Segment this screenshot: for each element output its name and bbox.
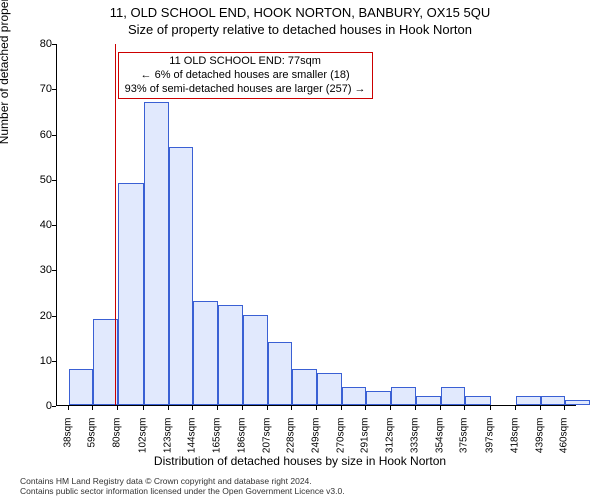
histogram-bar [366,391,391,405]
x-tick-label: 418sqm [509,418,520,458]
x-tick-mark [564,406,565,410]
x-tick-mark [192,406,193,410]
x-tick-label: 123sqm [162,418,173,458]
histogram-bar [218,305,243,405]
histogram-bar [169,147,194,405]
y-axis-label: Number of detached properties [0,0,11,144]
x-tick-label: 439sqm [534,418,545,458]
histogram-bar [541,396,566,405]
x-tick-label: 165sqm [212,418,223,458]
x-tick-mark [316,406,317,410]
x-tick-mark [117,406,118,410]
histogram-bar [243,315,268,406]
x-tick-label: 38sqm [62,418,73,458]
x-tick-label: 59sqm [87,418,98,458]
histogram-bar [268,342,293,405]
x-tick-mark [341,406,342,410]
attribution-line1: Contains HM Land Registry data © Crown c… [20,476,345,486]
y-tick-label: 80 [40,38,52,50]
histogram-bar [465,396,491,405]
x-tick-label: 312sqm [385,418,396,458]
x-tick-mark [92,406,93,410]
x-tick-mark [440,406,441,410]
x-tick-mark [143,406,144,410]
x-tick-mark [365,406,366,410]
reference-line [115,44,116,405]
histogram-bar [317,373,342,405]
y-tick-mark [52,406,56,407]
y-tick-mark [52,361,56,362]
x-tick-label: 249sqm [311,418,322,458]
y-tick-label: 50 [40,174,52,186]
x-tick-label: 186sqm [236,418,247,458]
chart-title-description: Size of property relative to detached ho… [0,22,600,37]
y-tick-mark [52,270,56,271]
histogram-bar [565,400,590,405]
chart-title-address: 11, OLD SCHOOL END, HOOK NORTON, BANBURY… [0,5,600,20]
histogram-bar [516,396,541,405]
annotation-line2: ← 6% of detached houses are smaller (18) [125,69,366,83]
x-tick-label: 333sqm [409,418,420,458]
histogram-bar [391,387,416,405]
y-tick-label: 30 [40,264,52,276]
x-tick-label: 460sqm [559,418,570,458]
y-tick-label: 20 [40,310,52,322]
x-tick-label: 375sqm [459,418,470,458]
x-tick-label: 397sqm [485,418,496,458]
x-tick-label: 80sqm [112,418,123,458]
x-tick-mark [217,406,218,410]
y-tick-label: 40 [40,219,52,231]
x-tick-label: 228sqm [286,418,297,458]
y-tick-label: 10 [40,355,52,367]
attribution-text: Contains HM Land Registry data © Crown c… [20,476,345,496]
annotation-box: 11 OLD SCHOOL END: 77sqm ← 6% of detache… [118,52,373,99]
histogram-bar [342,387,367,405]
x-tick-mark [390,406,391,410]
y-tick-mark [52,225,56,226]
y-tick-mark [52,89,56,90]
x-tick-label: 291sqm [360,418,371,458]
attribution-line2: Contains public sector information licen… [20,486,345,496]
x-tick-mark [415,406,416,410]
y-tick-mark [52,135,56,136]
x-tick-mark [267,406,268,410]
x-tick-label: 102sqm [138,418,149,458]
histogram-bar [441,387,466,405]
x-tick-label: 354sqm [434,418,445,458]
histogram-bar [118,183,144,405]
x-tick-mark [242,406,243,410]
x-tick-label: 207sqm [261,418,272,458]
x-tick-mark [515,406,516,410]
x-tick-mark [291,406,292,410]
annotation-line1: 11 OLD SCHOOL END: 77sqm [125,55,366,69]
histogram-bar [193,301,218,405]
y-tick-mark [52,316,56,317]
histogram-bar [144,102,169,405]
y-tick-mark [52,180,56,181]
x-tick-mark [168,406,169,410]
x-tick-mark [68,406,69,410]
x-tick-mark [540,406,541,410]
y-tick-label: 70 [40,83,52,95]
y-tick-mark [52,44,56,45]
histogram-bar [292,369,317,405]
x-tick-mark [490,406,491,410]
histogram-bar [416,396,441,405]
x-tick-label: 144sqm [187,418,198,458]
x-tick-label: 270sqm [335,418,346,458]
annotation-line3: 93% of semi-detached houses are larger (… [125,83,366,97]
histogram-bar [69,369,94,405]
y-tick-label: 60 [40,129,52,141]
x-tick-mark [464,406,465,410]
